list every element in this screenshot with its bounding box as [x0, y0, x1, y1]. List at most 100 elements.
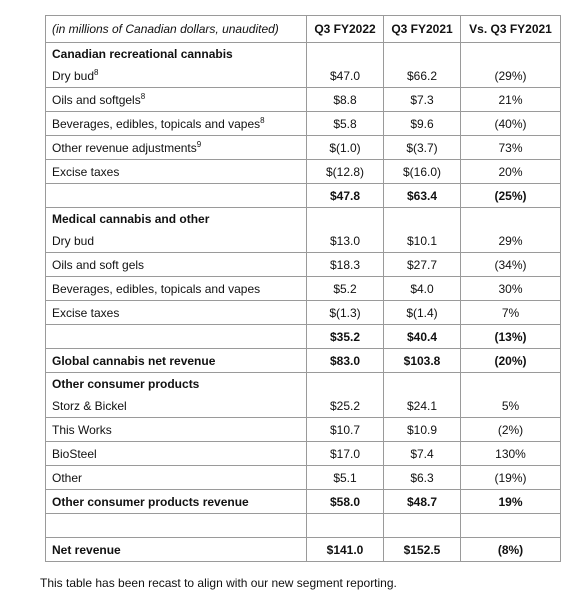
- row-label: This Works: [45, 417, 307, 442]
- table-row: Dry bud8 $47.0 $66.2 (29%): [45, 64, 561, 88]
- table-row: Other revenue adjustments9 $(1.0) $(3.7) 73…: [45, 135, 561, 160]
- header-cell: Q3 FY2021: [383, 15, 461, 43]
- value-cell: $25.2: [306, 394, 384, 418]
- empty-cell: [306, 372, 384, 394]
- value-cell: $48.7: [383, 489, 461, 514]
- value-cell: $18.3: [306, 252, 384, 277]
- value-cell: $47.8: [306, 183, 384, 208]
- footnote: This table has been recast to align with…: [40, 576, 397, 590]
- table-body: (in millions of Canadian dollars, unaudi…: [45, 15, 561, 562]
- table-row: $47.8 $63.4 (25%): [45, 183, 561, 208]
- label-text: Other revenue adjustments: [52, 140, 197, 155]
- row-label: Global cannabis net revenue: [45, 348, 307, 373]
- value-cell: $40.4: [383, 324, 461, 349]
- header-cell: Q3 FY2022: [306, 15, 384, 43]
- header-cell: Vs. Q3 FY2021: [460, 15, 561, 43]
- value-cell: (8%): [460, 537, 561, 562]
- value-cell: $35.2: [306, 324, 384, 349]
- value-cell: $10.9: [383, 417, 461, 442]
- value-cell: $8.8: [306, 87, 384, 112]
- table-row: Excise taxes $(12.8) $(16.0) 20%: [45, 159, 561, 184]
- header-row: (in millions of Canadian dollars, unaudi…: [45, 15, 561, 43]
- table-row: Other consumer products revenue $58.0 $48.…: [45, 489, 561, 514]
- table-row: Oils and softgels8 $8.8 $7.3 21%: [45, 87, 561, 112]
- value-cell: (19%): [460, 465, 561, 490]
- table-row: Net revenue $141.0 $152.5 (8%): [45, 537, 561, 562]
- table-row: $35.2 $40.4 (13%): [45, 324, 561, 349]
- value-cell: (20%): [460, 348, 561, 373]
- value-cell: $(1.0): [306, 135, 384, 160]
- label-text: Dry bud: [52, 68, 95, 83]
- value-cell: 29%: [460, 229, 561, 253]
- value-cell: 5%: [460, 394, 561, 418]
- table-row: Oils and soft gels $18.3 $27.7 (34%): [45, 252, 561, 277]
- row-label: Dry bud: [45, 229, 307, 253]
- value-cell: $141.0: [306, 537, 384, 562]
- value-cell: (2%): [460, 417, 561, 442]
- row-label: Other: [45, 465, 307, 490]
- footnote-ref: 8: [94, 67, 99, 77]
- value-cell: $(1.4): [383, 300, 461, 325]
- value-cell: $58.0: [306, 489, 384, 514]
- value-cell: $47.0: [306, 64, 384, 88]
- table-row: Medical cannabis and other: [45, 207, 561, 229]
- value-cell: $63.4: [383, 183, 461, 208]
- table-row: Other consumer products: [45, 372, 561, 394]
- value-cell: 7%: [460, 300, 561, 325]
- table-row: Beverages, edibles, topicals and vapes $5…: [45, 276, 561, 301]
- empty-cell: [306, 42, 384, 64]
- table-row: This Works $10.7 $10.9 (2%): [45, 417, 561, 442]
- value-cell: (40%): [460, 111, 561, 136]
- table-row: Canadian recreational cannabis: [45, 42, 561, 64]
- row-label: Oils and soft gels: [45, 252, 307, 277]
- footnote-ref: 8: [140, 91, 146, 101]
- value-cell: $(16.0): [383, 159, 461, 184]
- empty-cell: [383, 513, 461, 538]
- value-cell: $6.3: [383, 465, 461, 490]
- value-cell: $(1.3): [306, 300, 384, 325]
- header-cell: (in millions of Canadian dollars, unaudi…: [45, 15, 307, 43]
- empty-cell: [383, 372, 461, 394]
- blank-row: [45, 513, 561, 538]
- table-row: Storz & Bickel $25.2 $24.1 5%: [45, 394, 561, 418]
- table-row: Excise taxes $(1.3) $(1.4) 7%: [45, 300, 561, 325]
- empty-cell: [383, 207, 461, 229]
- value-cell: $17.0: [306, 441, 384, 466]
- empty-cell: [460, 372, 561, 394]
- section-heading: Canadian recreational cannabis: [45, 42, 307, 64]
- label-text: Oils and softgels: [52, 92, 141, 107]
- value-cell: $5.2: [306, 276, 384, 301]
- value-cell: $(12.8): [306, 159, 384, 184]
- row-label: Beverages, edibles, topicals and vapes: [45, 276, 307, 301]
- empty-cell: [460, 42, 561, 64]
- value-cell: $7.3: [383, 87, 461, 112]
- row-label: Excise taxes: [45, 300, 307, 325]
- value-cell: 30%: [460, 276, 561, 301]
- value-cell: $83.0: [306, 348, 384, 373]
- table-row: Other $5.1 $6.3 (19%): [45, 465, 561, 490]
- empty-cell: [306, 513, 384, 538]
- table-row: Beverages, edibles, topicals and vapes8 $…: [45, 111, 561, 136]
- value-cell: $66.2: [383, 64, 461, 88]
- empty-cell: [460, 207, 561, 229]
- label-text: Beverages, edibles, topicals and vapes: [52, 116, 261, 131]
- value-cell: $103.8: [383, 348, 461, 373]
- value-cell: $13.0: [306, 229, 384, 253]
- value-cell: $24.1: [383, 394, 461, 418]
- value-cell: $4.0: [383, 276, 461, 301]
- row-label: Net revenue: [45, 537, 307, 562]
- value-cell: (25%): [460, 183, 561, 208]
- empty-cell: [45, 183, 307, 208]
- value-cell: $10.7: [306, 417, 384, 442]
- empty-cell: [460, 513, 561, 538]
- value-cell: (13%): [460, 324, 561, 349]
- value-cell: $10.1: [383, 229, 461, 253]
- value-cell: $152.5: [383, 537, 461, 562]
- section-heading: Medical cannabis and other: [45, 207, 307, 229]
- footnote-ref: 8: [260, 115, 265, 125]
- footnote-ref: 9: [196, 139, 202, 149]
- value-cell: 73%: [460, 135, 561, 160]
- row-label: Excise taxes: [45, 159, 307, 184]
- revenue-table: (in millions of Canadian dollars, unaudi…: [45, 15, 561, 562]
